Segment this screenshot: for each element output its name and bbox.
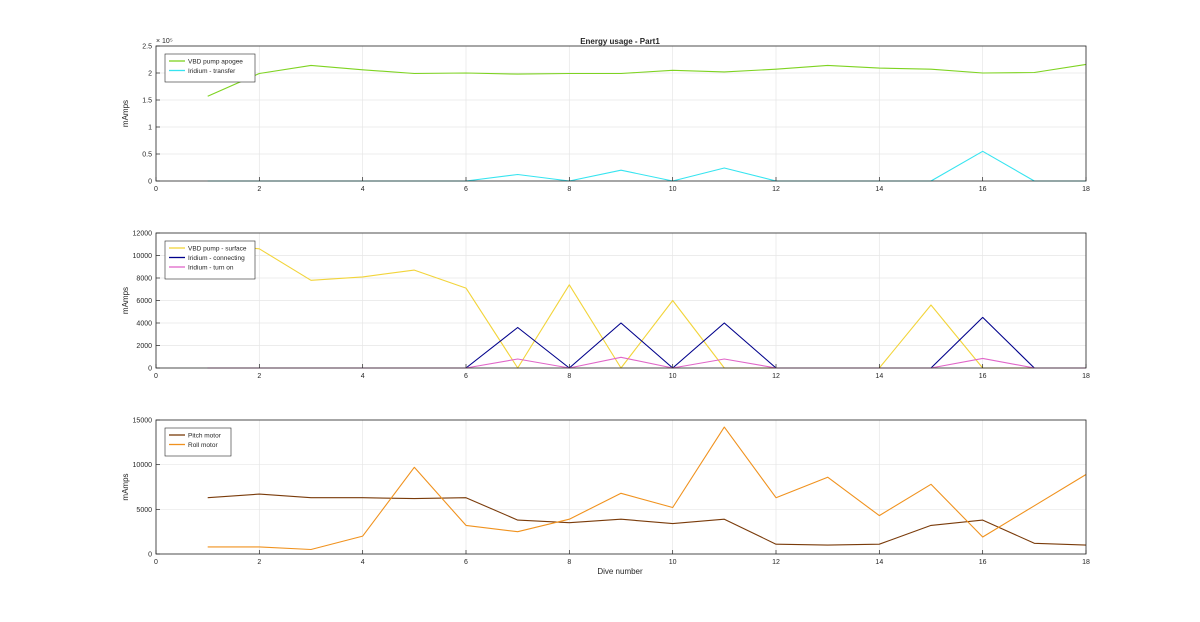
x-tick-label: 18 — [1082, 186, 1090, 193]
x-tick-label: 8 — [567, 373, 571, 380]
legend-label-3: Iridium - turn on — [188, 264, 234, 271]
series-line-1 — [207, 493, 1087, 546]
axes-background — [156, 46, 1086, 181]
y-tick-label: 4000 — [136, 321, 152, 328]
panel-middle: 0 2 4 6 8 10 12 14 16 18 0 2000 4000 6000 8000 10000 120… — [121, 231, 1090, 381]
x-tick-label: 12 — [772, 559, 780, 566]
y-tick-label: 1.5 — [142, 98, 152, 105]
y-tick-label: 15000 — [133, 418, 153, 425]
x-tick-label: 4 — [361, 373, 365, 380]
y-tick-label: 12000 — [133, 231, 153, 238]
x-tick-label: 2 — [257, 186, 261, 193]
x-tick-label: 14 — [875, 559, 883, 566]
y-tick-label: 10000 — [133, 462, 153, 469]
legend-box — [164, 53, 256, 83]
x-tick-label: 0 — [154, 373, 158, 380]
x-tick-label: 16 — [979, 559, 987, 566]
y-tick-label: 0.5 — [142, 152, 152, 159]
legend-label-2: Roll motor — [188, 442, 218, 449]
y-tick-label: 1 — [148, 125, 152, 132]
x-tick-label: 6 — [464, 559, 468, 566]
legend-box — [164, 427, 232, 457]
y-tick-label: 8000 — [136, 276, 152, 283]
x-tick-label: 2 — [257, 373, 261, 380]
y-tick-label: 0 — [148, 366, 152, 373]
legend-box — [164, 240, 256, 280]
x-tick-label: 6 — [464, 373, 468, 380]
y-tick-label: 0 — [148, 179, 152, 186]
x-tick-label: 10 — [669, 373, 677, 380]
y-axis-label: mAmps — [121, 100, 130, 127]
panel-bottom: 0 2 4 6 8 10 12 14 16 18 0 5000 10000 15000 mAmps Pitch… — [121, 418, 1090, 567]
y-axis-label: mAmps — [121, 473, 130, 500]
x-tick-label: 14 — [875, 186, 883, 193]
y-axis-label: mAmps — [121, 287, 130, 314]
y-tick-label: 10000 — [133, 253, 153, 260]
series-line-2 — [207, 426, 1087, 551]
y-tick-label: 2.5 — [142, 44, 152, 51]
x-tick-label: 10 — [669, 559, 677, 566]
x-tick-label: 8 — [567, 559, 571, 566]
x-tick-label: 12 — [772, 186, 780, 193]
series-line-1 — [207, 243, 1086, 369]
x-tick-label: 16 — [979, 373, 987, 380]
y-tick-label: 6000 — [136, 298, 152, 305]
legend-label-1: Pitch motor — [188, 432, 222, 439]
y-tick-label: 5000 — [136, 507, 152, 514]
y-tick-label: 2 — [148, 71, 152, 78]
x-tick-label: 18 — [1082, 373, 1090, 380]
y-tick-label: 2000 — [136, 343, 152, 350]
legend-label-1: VBD pump apogee — [188, 58, 243, 65]
x-tick-label: 8 — [567, 186, 571, 193]
x-tick-label: 18 — [1082, 559, 1090, 566]
y-tick-label: 0 — [148, 552, 152, 559]
x-tick-label: 14 — [875, 373, 883, 380]
figure-xlabel: Dive number — [597, 567, 643, 576]
x-tick-label: 12 — [772, 373, 780, 380]
x-tick-label: 6 — [464, 186, 468, 193]
panel-top: 0 2 4 6 8 10 12 14 16 18 0 0.5 1 1.5 2 2.5 × 10⁵ mAmps VBD… — [121, 38, 1090, 193]
axes-frame — [155, 419, 1087, 555]
x-tick-label: 2 — [257, 559, 261, 566]
x-tick-label: 16 — [979, 186, 987, 193]
x-tick-label: 0 — [154, 559, 158, 566]
legend-label-2: Iridium - connecting — [188, 255, 245, 262]
figure-title: Energy usage - Part1 — [580, 37, 660, 46]
axes-background — [156, 420, 1086, 554]
x-tick-label: 0 — [154, 186, 158, 193]
y-exponent-label: × 10⁵ — [156, 38, 173, 45]
legend-label-1: VBD pump - surface — [188, 245, 247, 252]
axes-frame — [155, 45, 1087, 182]
x-tick-label: 4 — [361, 559, 365, 566]
x-tick-label: 10 — [669, 186, 677, 193]
x-tick-label: 4 — [361, 186, 365, 193]
legend-label-2: Iridium - transfer — [188, 68, 236, 75]
series-line-1 — [207, 63, 1087, 97]
